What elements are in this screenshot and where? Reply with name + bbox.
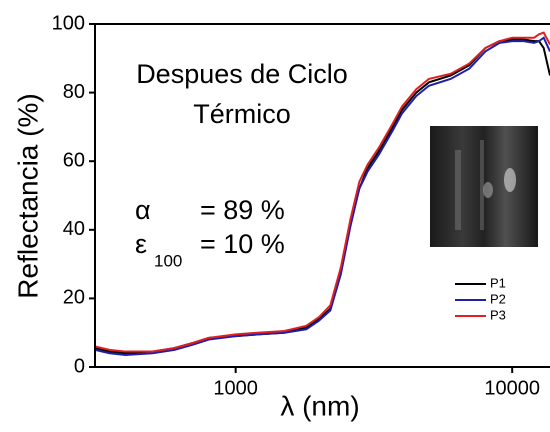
y-tick-label: 60 xyxy=(63,149,85,171)
y-tick-label: 20 xyxy=(63,287,85,309)
y-tick-label: 0 xyxy=(74,355,85,377)
y-axis-label: Reflectancia (%) xyxy=(12,93,43,298)
x-tick-label: 10000 xyxy=(484,377,540,399)
y-tick-label: 40 xyxy=(63,218,85,240)
annotation: ε xyxy=(135,229,147,259)
y-tick-label: 100 xyxy=(52,12,85,34)
inset-photo xyxy=(430,126,538,247)
series-line xyxy=(95,31,550,353)
legend-label: P3 xyxy=(490,307,506,322)
annotation: = 10 % xyxy=(200,229,285,259)
annotation: 100 xyxy=(154,251,182,270)
plot-lines xyxy=(95,31,550,357)
annotation: Térmico xyxy=(193,99,291,129)
annotation: = 89 % xyxy=(200,195,285,225)
series-line xyxy=(95,36,550,357)
x-axis-label: λ (nm) xyxy=(280,390,359,421)
x-tick-label: 1000 xyxy=(213,377,258,399)
legend-label: P2 xyxy=(490,291,506,306)
annotation: α xyxy=(135,195,151,225)
legend-label: P1 xyxy=(490,275,506,290)
annotation: Despues de Ciclo xyxy=(136,59,348,89)
y-tick-label: 80 xyxy=(63,81,85,103)
